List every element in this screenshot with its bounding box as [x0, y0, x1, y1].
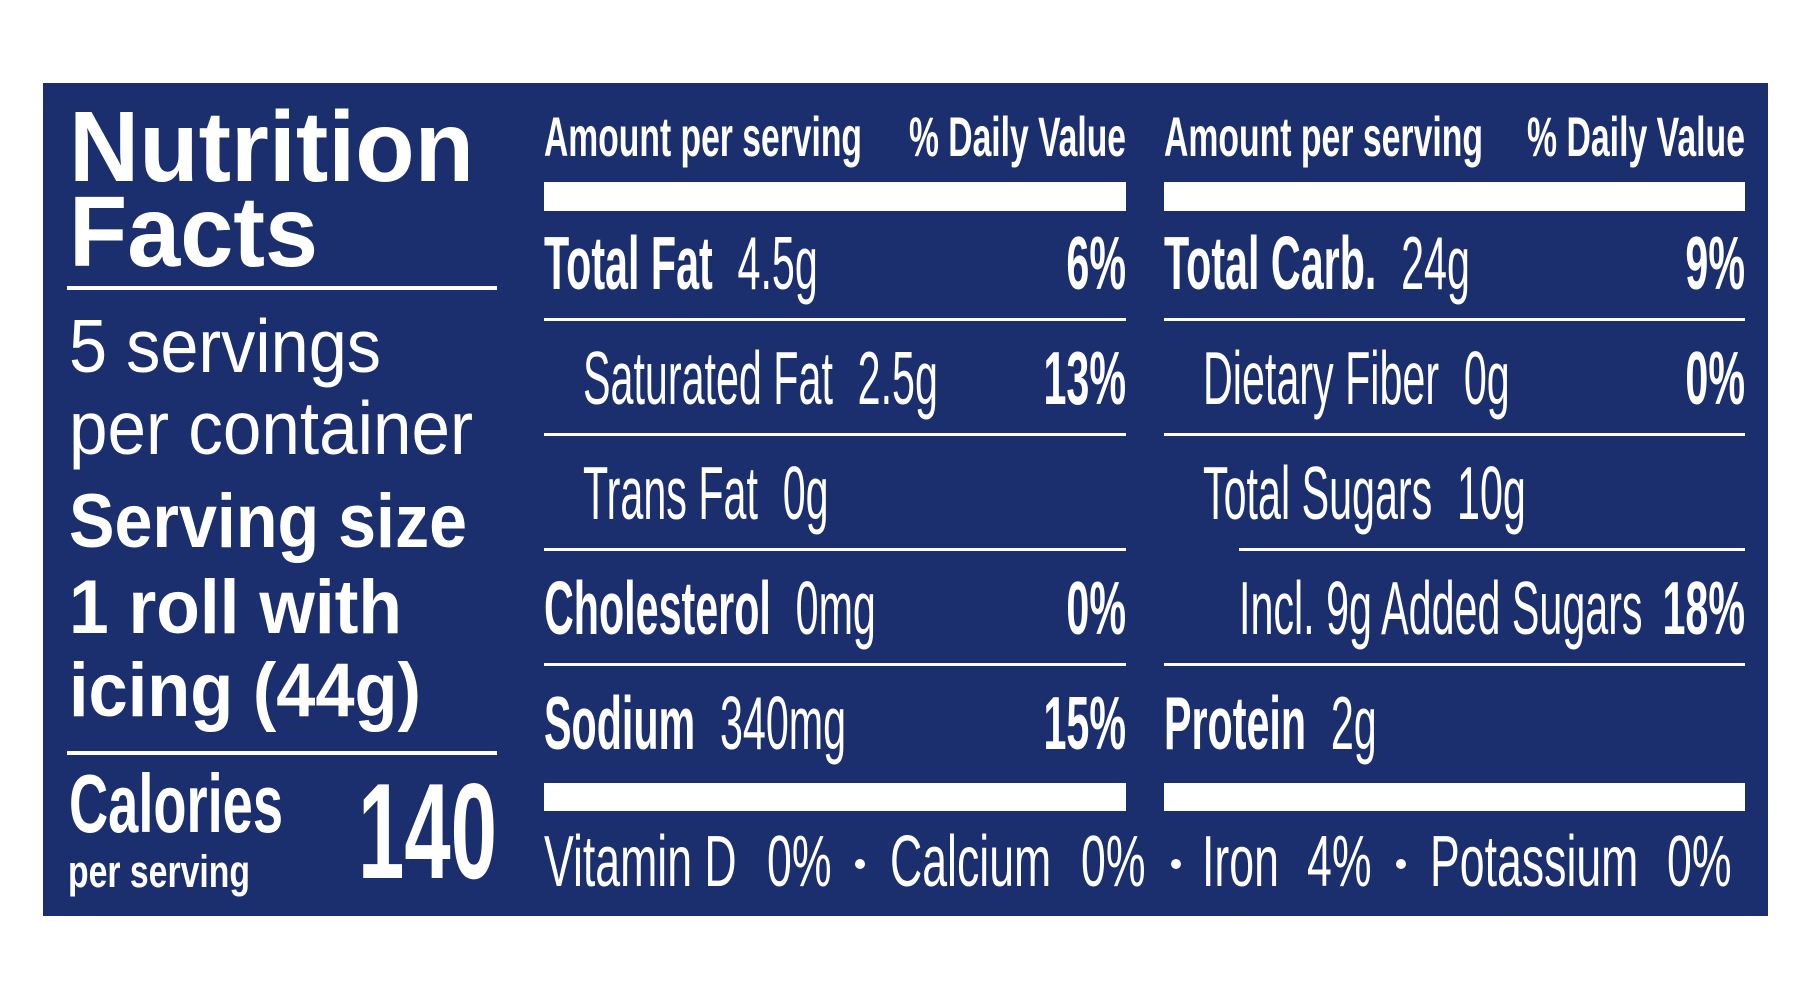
daily-value-text: 18% [1662, 566, 1745, 650]
nutrient-row: Incl. 9g Added Sugars [1239, 566, 1643, 650]
serving-size-line: icing (44g) [69, 648, 421, 733]
nutrient-name: Cholesterol [544, 566, 771, 650]
divider [544, 318, 1126, 321]
nutrient-amount: 4.5g [738, 221, 818, 305]
nutrient-amount: 2g [1331, 681, 1377, 765]
nutrient-name: Sodium [544, 681, 695, 765]
servings-line: 5 servings [69, 304, 381, 388]
footer-item: Iron [1202, 821, 1279, 902]
nutrient-row: Total Sugars 10g [1203, 451, 1526, 535]
divider [67, 286, 497, 290]
label-panel [43, 83, 1768, 916]
nutrient-row: Cholesterol 0mg [544, 566, 876, 650]
thick-bar [1164, 182, 1745, 211]
nutrient-amount: 0g [783, 451, 829, 535]
nutrient-amount: 0mg [796, 566, 876, 650]
daily-value-text: 6% [1066, 221, 1126, 305]
footer-amount-text: 4% [1307, 821, 1372, 902]
calories-value: 140 [358, 755, 497, 907]
nutrient-name: Total Fat [544, 221, 713, 305]
nutrient-row: Protein 2g [1164, 681, 1377, 765]
daily-value-text: 0% [1685, 336, 1745, 420]
daily-value: 6% [1066, 221, 1126, 305]
footer-amount-text: 0% [767, 821, 832, 902]
daily-value-text: 13% [1043, 336, 1126, 420]
nutrient-amount: 340mg [720, 681, 846, 765]
thick-bar [1164, 783, 1745, 811]
daily-value-text: 15% [1043, 681, 1126, 765]
divider [1164, 433, 1745, 436]
header-amount: Amount per serving [1164, 105, 1483, 168]
footer-name: Iron [1202, 821, 1279, 902]
daily-value: 0% [1685, 336, 1745, 420]
calories-label: Calories [69, 757, 283, 850]
footer-amount-text: 0% [1667, 821, 1732, 902]
title-line: Facts [69, 176, 318, 288]
separator-dot [1171, 859, 1181, 869]
separator-dot [855, 859, 865, 869]
divider [1164, 318, 1745, 321]
footer-name: Calcium [890, 821, 1051, 902]
daily-value: 9% [1685, 221, 1745, 305]
nutrient-row: Total Carb. 24g [1164, 221, 1470, 305]
nutrient-amount: 10g [1457, 451, 1526, 535]
footer-name: Potassium [1430, 821, 1638, 902]
divider [67, 751, 497, 755]
divider [544, 663, 1126, 666]
nutrient-name: Incl. 9g Added Sugars [1239, 566, 1643, 650]
nutrient-name: Total Sugars [1203, 451, 1432, 535]
footer-amount: 0% [767, 821, 832, 902]
calories-sub: per serving [68, 846, 250, 897]
footer-item: Calcium [890, 821, 1051, 902]
nutrient-name: Trans Fat [583, 451, 758, 535]
separator-dot [1396, 859, 1406, 869]
daily-value: 13% [1043, 336, 1126, 420]
footer-item: Vitamin D [544, 821, 737, 902]
nutrient-row: Trans Fat 0g [583, 451, 829, 535]
footer-item: Potassium [1430, 821, 1638, 902]
header-amount: Amount per serving [544, 105, 862, 168]
footer-amount: 0% [1081, 821, 1146, 902]
servings-line: per container [69, 386, 473, 470]
nutrient-name: Protein [1164, 681, 1306, 765]
nutrient-row: Saturated Fat 2.5g [583, 336, 938, 420]
divider [544, 433, 1126, 436]
nutrient-name: Dietary Fiber [1203, 336, 1439, 420]
nutrient-row: Dietary Fiber 0g [1203, 336, 1510, 420]
thick-bar [544, 783, 1126, 811]
daily-value-text: 9% [1685, 221, 1745, 305]
serving-size-line: Serving size [69, 479, 467, 564]
footer-amount: 4% [1307, 821, 1372, 902]
divider [1164, 663, 1745, 666]
nutrient-name: Saturated Fat [583, 336, 833, 420]
serving-size-line: 1 roll with [69, 565, 402, 650]
nutrient-amount: 0g [1464, 336, 1510, 420]
footer-amount: 0% [1667, 821, 1732, 902]
nutrient-row: Total Fat 4.5g [544, 221, 818, 305]
daily-value: 0% [1066, 566, 1126, 650]
header-dv: % Daily Value [909, 105, 1126, 168]
nutrient-amount: 24g [1401, 221, 1470, 305]
daily-value: 15% [1043, 681, 1126, 765]
nutrient-row: Sodium 340mg [544, 681, 846, 765]
footer-amount-text: 0% [1081, 821, 1146, 902]
daily-value-text: 0% [1066, 566, 1126, 650]
title-line: Nutrition [69, 91, 474, 203]
divider [544, 548, 1126, 551]
nutrient-name: Total Carb. [1164, 221, 1376, 305]
thick-bar [544, 182, 1126, 211]
divider [1239, 548, 1745, 551]
daily-value: 18% [1662, 566, 1745, 650]
footer-name: Vitamin D [544, 821, 737, 902]
header-dv: % Daily Value [1527, 105, 1745, 168]
nutrient-amount: 2.5g [858, 336, 938, 420]
